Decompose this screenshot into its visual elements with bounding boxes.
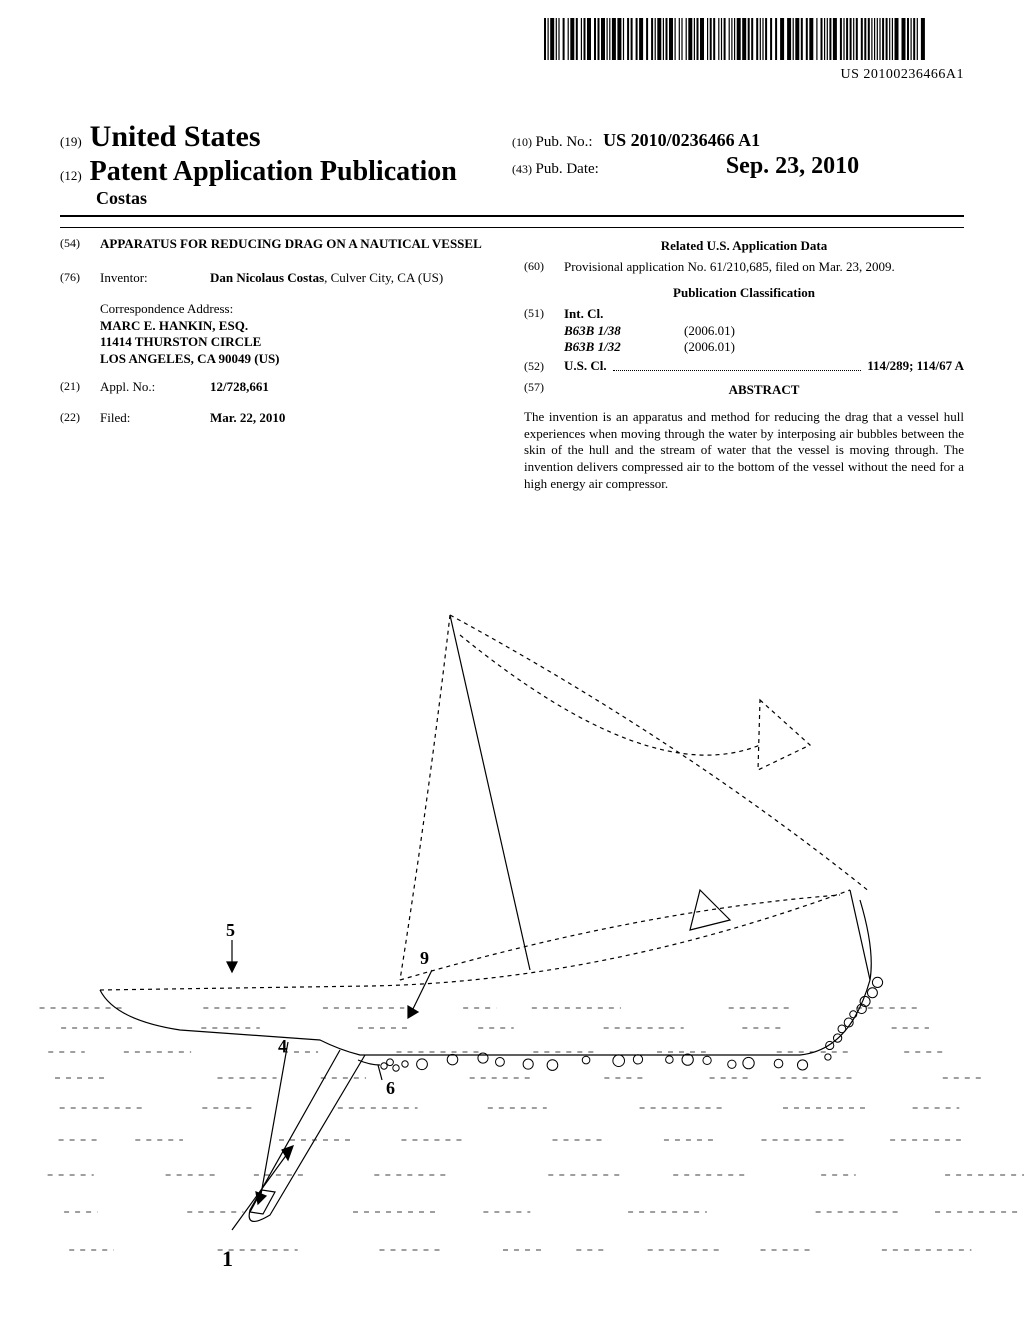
related-data-head: Related U.S. Application Data [524,238,964,255]
code-51: (51) [524,306,564,356]
code-52: (52) [524,359,564,374]
code-54: (54) [60,236,100,252]
corr-name: MARC E. HANKIN, ESQ. [100,318,500,335]
code-60: (60) [524,259,564,276]
code-76: (76) [60,270,100,287]
appl-label: Appl. No.: [100,379,210,396]
abstract-label: ABSTRACT [564,382,964,399]
inventor-loc: , Culver City, CA (US) [324,270,443,285]
pub-title-line: (12) Patent Application Publication [60,156,512,188]
right-column: Related U.S. Application Data (60) Provi… [524,236,964,492]
barcode-text: US 20100236466A1 [544,67,964,83]
fig-label-1: 1 [222,1246,233,1271]
uscl-label: U.S. Cl. [564,358,607,375]
fig-label-4: 4 [278,1036,287,1056]
fig-label-6: 6 [386,1078,395,1098]
patent-figure: 5 9 4 6 1 [0,610,1024,1320]
code-19: (19) [60,134,82,149]
intcl-2v: (2006.01) [684,339,735,356]
pub-no-label: Pub. No.: [536,134,593,150]
corr-street: 11414 THURSTON CIRCLE [100,334,500,351]
fig-label-5: 5 [226,920,235,940]
abstract-text: The invention is an apparatus and method… [524,409,964,492]
code-57: (57) [524,380,564,403]
inventor-value: Dan Nicolaus Costas, Culver City, CA (US… [210,270,500,287]
corr-label: Correspondence Address: [100,301,500,318]
code-43: (43) [512,162,532,176]
code-12: (12) [60,168,82,183]
code-10: (10) [512,135,532,149]
divider-thin [60,227,964,228]
filed-date: Mar. 22, 2010 [210,410,500,427]
publication-title: Patent Application Publication [90,156,457,187]
divider-thick [60,215,964,217]
intcl-label: Int. Cl. [564,306,964,323]
pub-no-line: (10) Pub. No.: US 2010/0236466 A1 [512,130,964,151]
invention-title: APPARATUS FOR REDUCING DRAG ON A NAUTICA… [100,236,500,252]
provisional-text: Provisional application No. 61/210,685, … [564,259,964,276]
corr-city: LOS ANGELES, CA 90049 (US) [100,351,500,368]
country-line: (19) United States [60,120,512,154]
pub-date-line: (43) Pub. Date: Sep. 23, 2010 [512,153,964,180]
pub-no-value: US 2010/0236466 A1 [603,130,760,150]
author-name: Costas [96,188,512,209]
intcl-1: B63B 1/38 [564,323,684,340]
country-name: United States [90,120,261,153]
intcl-1v: (2006.01) [684,323,735,340]
intcl-2: B63B 1/32 [564,339,684,356]
inventor-label: Inventor: [100,270,210,287]
barcode-svg [544,18,964,60]
uscl-value: 114/289; 114/67 A [867,358,964,375]
filed-label: Filed: [100,410,210,427]
fig-label-9: 9 [420,948,429,968]
pub-date-label: Pub. Date: [536,161,599,177]
inventor-name: Dan Nicolaus Costas [210,270,324,285]
left-column: (54) APPARATUS FOR REDUCING DRAG ON A NA… [60,236,500,492]
pub-date-value: Sep. 23, 2010 [726,153,859,179]
pub-classification-head: Publication Classification [524,285,964,302]
figure-svg: 5 9 4 6 1 [0,610,1024,1320]
code-22: (22) [60,410,100,427]
code-21: (21) [60,379,100,396]
correspondence-block: Correspondence Address: MARC E. HANKIN, … [100,301,500,368]
appl-no: 12/728,661 [210,379,500,396]
dotted-leader [613,360,862,371]
barcode-block: US 20100236466A1 [544,18,964,83]
